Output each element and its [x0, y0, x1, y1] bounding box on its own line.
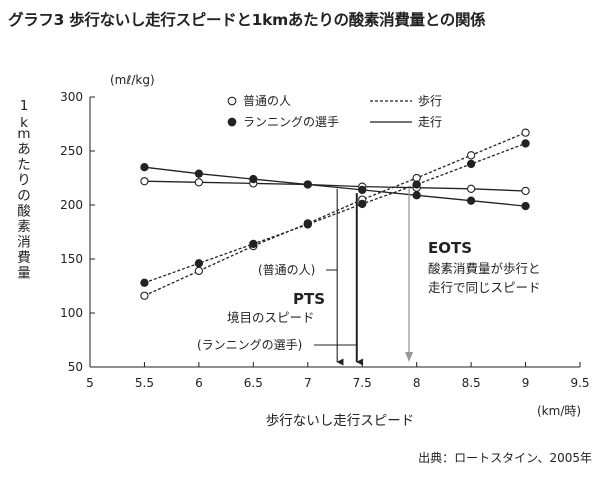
- legend-marker: [227, 96, 237, 106]
- y-axis-label: 1 k m あたりの酸素消費量: [17, 98, 31, 282]
- data-point: [466, 151, 476, 160]
- eots-line2: 走行で同じスピード: [428, 280, 541, 295]
- legend-marker-label: ランニングの選手: [243, 115, 339, 129]
- x-tick-label: 8.5: [462, 376, 481, 390]
- x-tick-label: 9.5: [570, 376, 589, 390]
- x-tick-label: 7: [304, 376, 312, 390]
- data-point: [466, 159, 476, 169]
- y-tick-label: 250: [60, 144, 83, 158]
- y-tick-label: 100: [60, 306, 83, 320]
- data-point: [521, 139, 530, 148]
- annotations: (普通の人) (ランニングの選手) PTS 境目のスピード EOTS 酸素消費量が歩行と走…: [197, 188, 541, 366]
- data-point: [194, 169, 204, 178]
- x-tick-label: 5: [86, 376, 94, 390]
- y-tick-label: 50: [68, 360, 83, 374]
- x-axis-unit: (km/時): [537, 404, 581, 418]
- data-point: [140, 177, 149, 186]
- label-runner: (ランニングの選手): [197, 338, 302, 352]
- series-line: [144, 166, 526, 207]
- data-point: [249, 174, 258, 184]
- data-point: [140, 291, 149, 300]
- x-tick-label: 6: [195, 376, 203, 390]
- legend-marker: [227, 117, 237, 127]
- data-point: [194, 178, 204, 187]
- data-point: [412, 191, 421, 200]
- series-lines: [144, 131, 526, 297]
- legend-line-label: 走行: [418, 115, 442, 129]
- data-point: [194, 259, 204, 268]
- x-tick-label: 9: [522, 376, 530, 390]
- x-tick-label: 7.5: [353, 376, 372, 390]
- data-point: [521, 201, 530, 211]
- eots-arrowhead: [405, 352, 414, 362]
- data-point: [194, 266, 204, 276]
- pts-title: PTS: [293, 290, 325, 308]
- data-points: [140, 128, 530, 300]
- series-line: [144, 142, 526, 284]
- data-point: [303, 220, 312, 229]
- chart-title: グラフ3 歩行ないし走行スピードと1kmあたりの酸素消費量との関係: [8, 11, 486, 29]
- x-axis-label: 歩行ないし走行スピード: [266, 413, 415, 429]
- label-normal: (普通の人): [258, 263, 315, 277]
- data-point: [521, 186, 530, 196]
- y-tick-label: 150: [60, 252, 83, 266]
- x-tick-label: 6.5: [244, 376, 263, 390]
- x-tick-label: 5.5: [135, 376, 154, 390]
- data-point: [466, 184, 476, 193]
- eots-line1: 酸素消費量が歩行と: [428, 261, 541, 276]
- data-point: [140, 278, 149, 287]
- data-point: [358, 185, 367, 195]
- eots-title: EOTS: [428, 239, 472, 257]
- series-line: [144, 131, 526, 297]
- data-point: [521, 128, 530, 137]
- y-tick-label: 300: [60, 90, 83, 104]
- y-tick-label: 200: [60, 198, 83, 212]
- series-line: [144, 180, 526, 192]
- axes: 50 100 150 200 250 300 5 5.5 6 6.5 7 7.5 8 8.5 9 9.5 (mℓ…: [17, 73, 589, 429]
- x-tick-label: 8: [413, 376, 421, 390]
- legend-marker-label: 普通の人: [243, 94, 291, 108]
- data-point: [466, 196, 476, 205]
- data-point: [303, 180, 312, 189]
- data-point: [249, 239, 258, 249]
- pts-subtitle: 境目のスピード: [227, 310, 315, 325]
- y-axis-unit: (mℓ/kg): [110, 73, 155, 87]
- data-point: [140, 163, 149, 172]
- source-credit: 出典：ロートスタイン、2005年: [418, 451, 592, 465]
- data-point: [358, 199, 367, 209]
- data-point: [412, 180, 421, 189]
- legend-line-label: 歩行: [418, 93, 442, 108]
